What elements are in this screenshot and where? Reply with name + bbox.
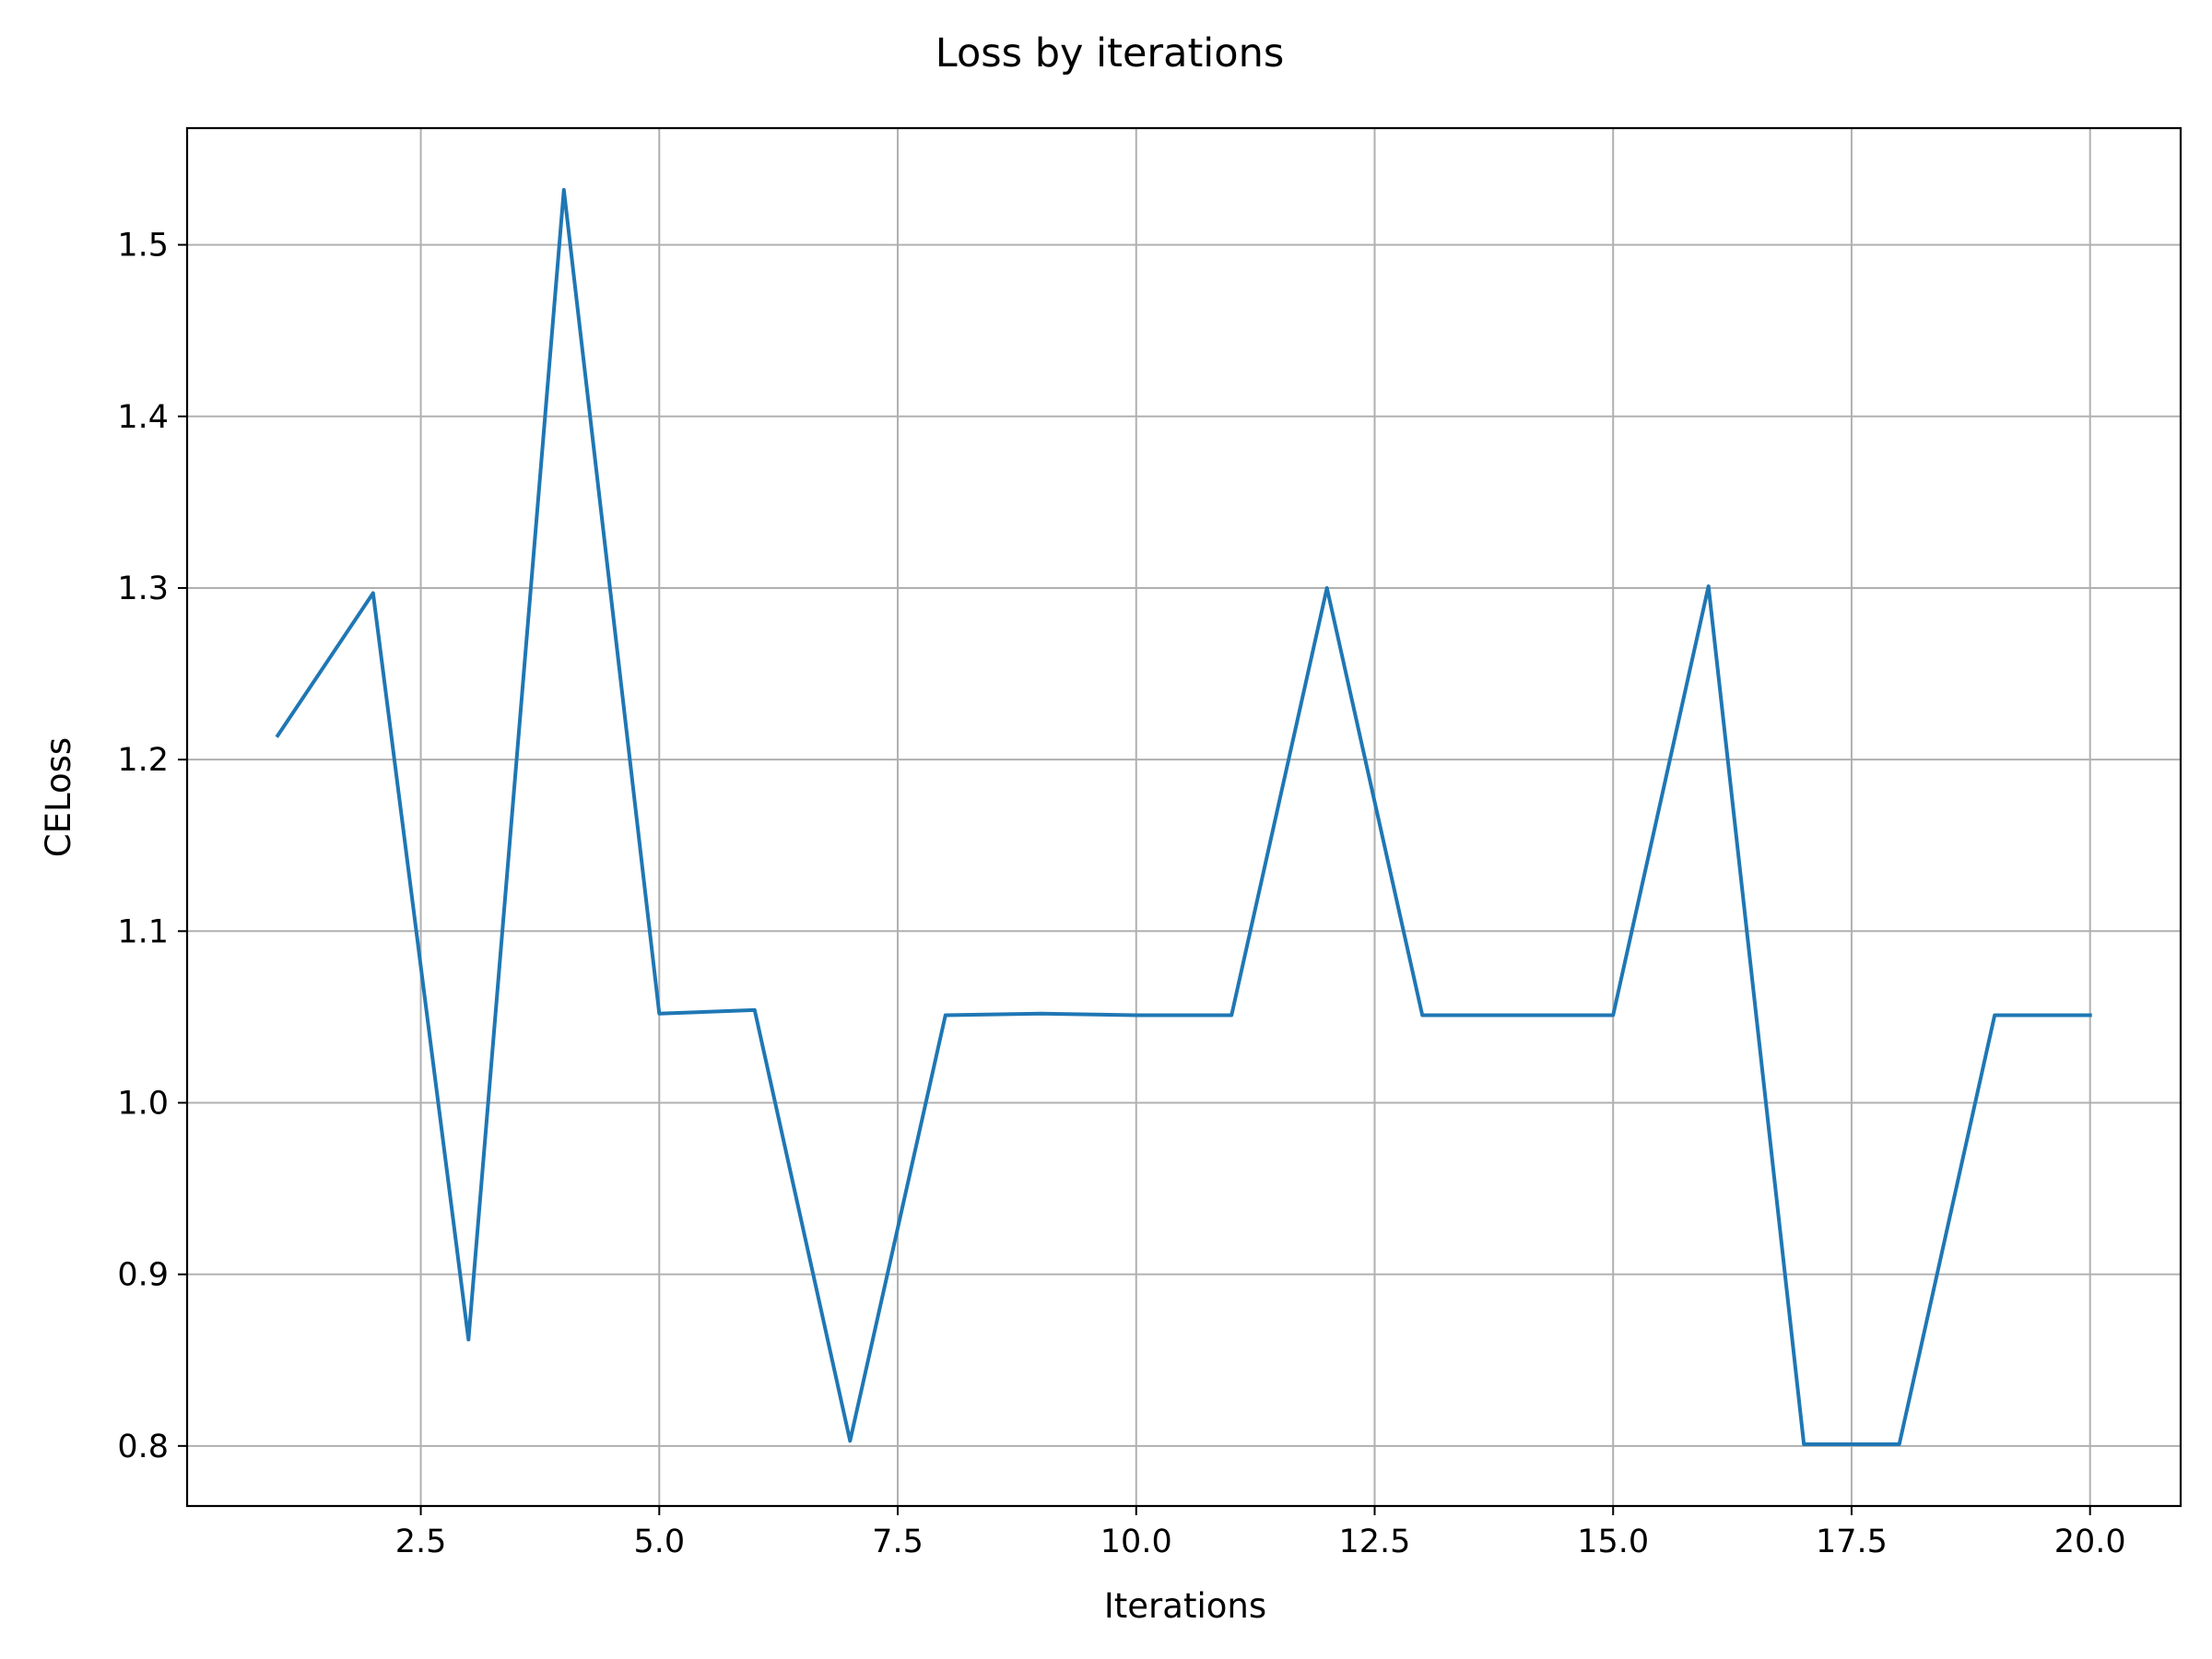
x-tick-label: 12.5 <box>1339 1524 1411 1560</box>
y-axis: 0.8 0.9 1.0 1.1 1.2 1.3 1.4 1.5 <box>117 228 187 1465</box>
x-tick-label: 5.0 <box>633 1524 685 1560</box>
series-line <box>275 188 2092 1446</box>
x-tick-label: 7.5 <box>872 1524 924 1560</box>
x-axis: 2.5 5.0 7.5 10.0 12.5 15.0 17.5 20.0 <box>395 1506 2126 1560</box>
x-tick-label: 17.5 <box>1816 1524 1888 1560</box>
x-tick-label: 15.0 <box>1577 1524 1649 1560</box>
x-tick-label: 10.0 <box>1100 1524 1172 1560</box>
series-layer <box>275 188 2092 1446</box>
grid <box>187 128 2181 1506</box>
x-tick-label: 2.5 <box>395 1524 447 1560</box>
x-axis-title: Iterations <box>1104 1586 1266 1626</box>
y-tick-label: 1.1 <box>117 913 169 950</box>
y-tick-label: 1.2 <box>117 742 169 779</box>
y-tick-label: 1.5 <box>117 228 169 265</box>
y-tick-label: 0.9 <box>117 1257 169 1294</box>
y-tick-label: 0.8 <box>117 1429 169 1465</box>
plot-area-frame <box>185 126 2183 1508</box>
y-tick-label: 1.3 <box>117 571 169 607</box>
y-axis-title: CELoss <box>39 737 78 857</box>
y-tick-label: 1.0 <box>117 1085 169 1122</box>
y-tick-label: 1.4 <box>117 399 169 436</box>
x-tick-label: 20.0 <box>2054 1524 2126 1560</box>
chart-title: Loss by iterations <box>935 30 1284 76</box>
